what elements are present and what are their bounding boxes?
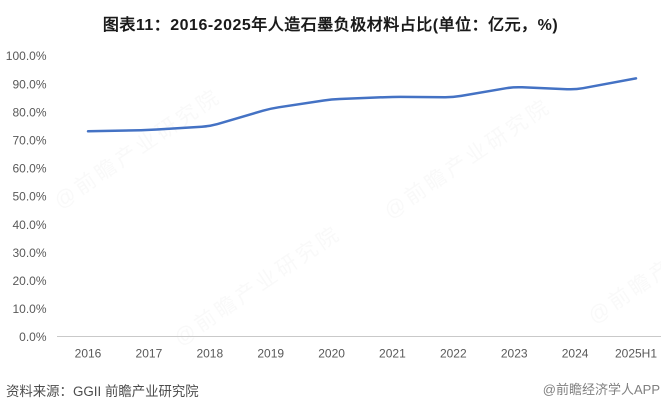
svg-text:2016: 2016 <box>75 347 102 361</box>
svg-text:2022: 2022 <box>440 347 467 361</box>
svg-text:80.0%: 80.0% <box>12 105 46 119</box>
svg-text:2024: 2024 <box>562 347 589 361</box>
svg-text:2023: 2023 <box>501 347 528 361</box>
svg-text:2025H1: 2025H1 <box>615 347 657 361</box>
svg-text:90.0%: 90.0% <box>12 77 46 91</box>
svg-text:60.0%: 60.0% <box>12 162 46 176</box>
svg-text:10.0%: 10.0% <box>12 302 46 316</box>
svg-text:2018: 2018 <box>196 347 223 361</box>
svg-text:2020: 2020 <box>318 347 345 361</box>
svg-text:50.0%: 50.0% <box>12 190 46 204</box>
svg-text:20.0%: 20.0% <box>12 274 46 288</box>
svg-text:0.0%: 0.0% <box>19 330 47 344</box>
svg-text:40.0%: 40.0% <box>12 218 46 232</box>
svg-text:30.0%: 30.0% <box>12 246 46 260</box>
svg-text:2019: 2019 <box>257 347 284 361</box>
svg-text:2017: 2017 <box>136 347 163 361</box>
svg-text:2021: 2021 <box>379 347 406 361</box>
svg-text:100.0%: 100.0% <box>6 49 47 63</box>
svg-text:70.0%: 70.0% <box>12 134 46 148</box>
